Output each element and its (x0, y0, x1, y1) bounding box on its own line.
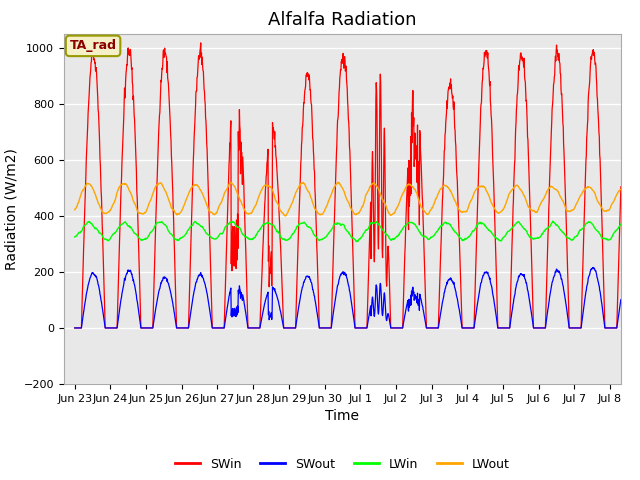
LWin (495, 237, 503, 242)
X-axis label: Time: Time (325, 409, 360, 423)
LWin (335, 221, 342, 227)
Text: TA_rad: TA_rad (70, 39, 116, 52)
LWout (495, 210, 503, 216)
SWin (197, 40, 205, 46)
SWin (346, 144, 353, 150)
LWin (353, 239, 360, 244)
LWout (346, 203, 354, 209)
LWout (335, 181, 343, 187)
LWin (160, 221, 168, 227)
SWin (335, 100, 342, 106)
LWin (579, 226, 587, 231)
LWin (71, 234, 79, 240)
LWout (282, 213, 289, 219)
SWout (335, 281, 342, 287)
LWout (635, 206, 640, 212)
Y-axis label: Radiation (W/m2): Radiation (W/m2) (4, 148, 18, 270)
LWout (334, 180, 342, 185)
SWout (589, 264, 597, 270)
Line: SWin: SWin (75, 43, 640, 328)
SWin (579, 271, 586, 276)
SWout (579, 316, 586, 322)
SWout (160, 276, 168, 281)
SWin (71, 325, 79, 331)
LWout (71, 207, 79, 213)
Legend: SWin, SWout, LWin, LWout: SWin, SWout, LWin, LWout (170, 453, 515, 476)
Line: SWout: SWout (75, 267, 640, 328)
SWout (634, 309, 640, 315)
SWout (495, 325, 502, 331)
SWin (160, 55, 168, 60)
LWin (549, 218, 557, 224)
SWin (495, 325, 503, 331)
LWin (635, 236, 640, 242)
SWout (71, 325, 79, 331)
LWout (579, 189, 587, 194)
SWin (634, 246, 640, 252)
Line: LWin: LWin (75, 221, 640, 241)
Line: LWout: LWout (75, 182, 640, 216)
LWout (160, 185, 168, 191)
SWout (345, 285, 353, 290)
Title: Alfalfa Radiation: Alfalfa Radiation (268, 11, 417, 29)
LWin (345, 230, 353, 236)
